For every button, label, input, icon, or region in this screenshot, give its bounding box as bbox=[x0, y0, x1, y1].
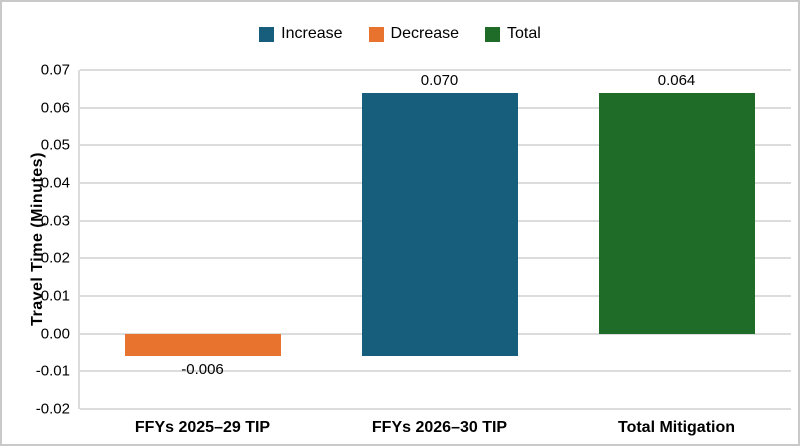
x-category-label: FFYs 2025–29 TIP bbox=[134, 419, 271, 436]
y-tick-label: -0.02 bbox=[35, 400, 70, 418]
legend-item-total: Total bbox=[485, 26, 541, 42]
bar-value-label: 0.070 bbox=[420, 71, 459, 89]
bar-value-label: -0.006 bbox=[181, 361, 224, 379]
legend-swatch-increase-icon bbox=[259, 26, 275, 42]
y-tick-label: 0.04 bbox=[40, 174, 70, 192]
legend-item-decrease: Decrease bbox=[368, 25, 460, 42]
y-tick-label: 0.07 bbox=[40, 61, 70, 79]
bar-decrease bbox=[124, 333, 281, 357]
y-tick-label: 0.00 bbox=[40, 325, 70, 343]
bar-total bbox=[598, 92, 755, 334]
legend-label: Decrease bbox=[390, 25, 460, 42]
y-tick-label: 0.05 bbox=[40, 136, 70, 154]
x-category-label: FFYs 2026–30 TIP bbox=[371, 419, 508, 436]
y-tick-label: 0.02 bbox=[40, 249, 70, 267]
y-tick-label: -0.01 bbox=[35, 362, 70, 380]
legend-swatch-total-icon bbox=[485, 26, 501, 42]
bar-value-label: 0.064 bbox=[657, 71, 696, 89]
gridline bbox=[80, 408, 791, 410]
plot-area: 0.07 0.06 0.05 0.04 0.03 0.02 0.01 0.00 -0.01 -0.… bbox=[36, 62, 791, 436]
gridline bbox=[80, 69, 791, 71]
legend-label: Increase bbox=[281, 25, 343, 42]
y-tick-label: 0.01 bbox=[40, 287, 70, 305]
bar-increase bbox=[361, 92, 518, 357]
y-tick-label: 0.03 bbox=[40, 212, 70, 230]
chart-legend: Increase Decrease Total bbox=[2, 26, 798, 42]
y-tick-label: 0.06 bbox=[40, 99, 70, 117]
legend-item-increase: Increase bbox=[259, 25, 343, 42]
x-category-label: Total Mitigation bbox=[617, 419, 736, 436]
legend-swatch-decrease-icon bbox=[368, 26, 384, 42]
gridline bbox=[80, 370, 791, 373]
legend-label: Total bbox=[507, 25, 541, 42]
